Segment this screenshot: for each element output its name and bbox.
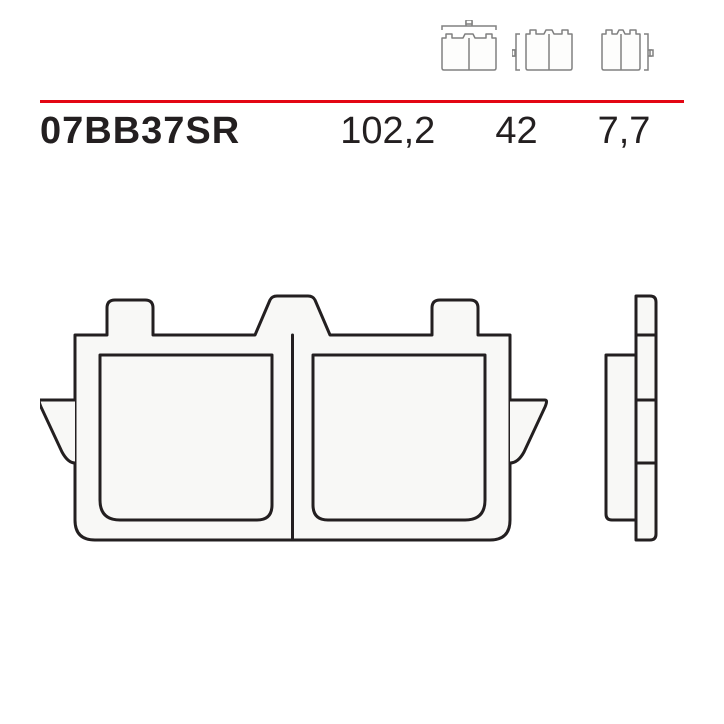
info-row: 07BB37SR 102,2 42 7,7 [40, 110, 684, 153]
dim-height: 42 [495, 110, 537, 153]
dim-thickness: 7,7 [598, 110, 651, 153]
dim-width: 102,2 [340, 110, 435, 153]
thickness-icon [588, 20, 654, 74]
dimension-icons-row [436, 20, 654, 74]
height-icon [512, 20, 578, 74]
divider-line [40, 90, 684, 93]
width-icon [436, 20, 502, 74]
side-view [606, 296, 656, 540]
page: 07BB37SR 102,2 42 7,7 [0, 0, 724, 724]
technical-drawing [40, 220, 680, 645]
dimensions: 102,2 42 7,7 [340, 110, 650, 153]
part-number: 07BB37SR [40, 110, 240, 153]
front-view [40, 296, 546, 540]
